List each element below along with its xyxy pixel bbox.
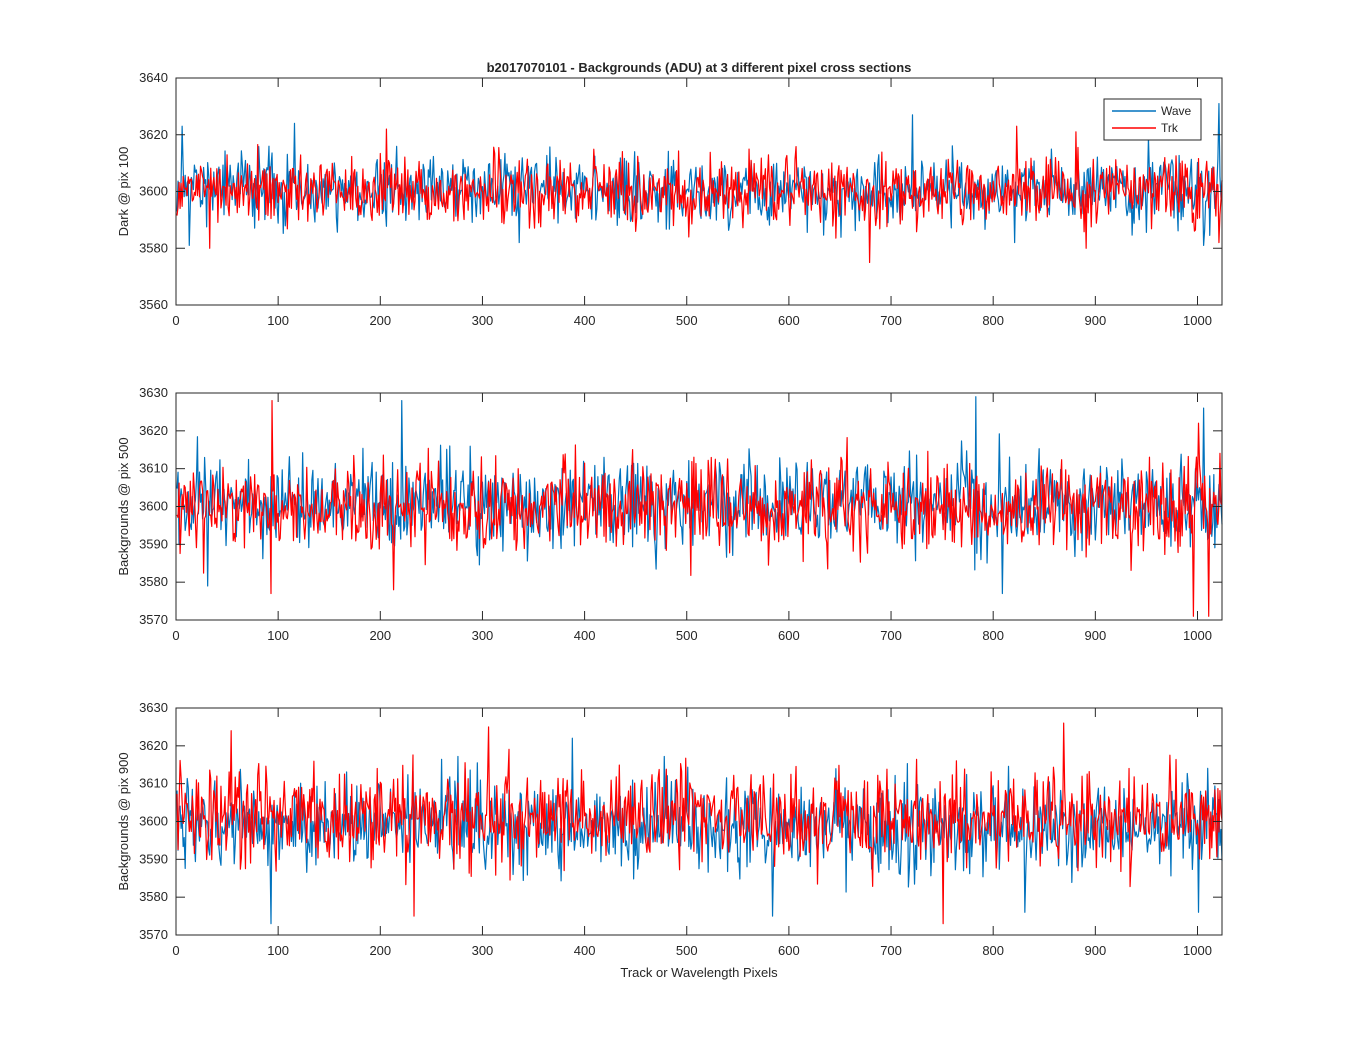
y-tick-label: 3570 [139,612,168,627]
x-tick-label: 100 [267,943,289,958]
x-tick-label: 500 [676,943,698,958]
x-tick-label: 1000 [1183,943,1212,958]
legend: Wave Trk [1103,98,1202,141]
y-axis-label: Backgrounds @ pix 900 [116,752,131,890]
x-tick-label: 900 [1084,628,1106,643]
y-tick-label: 3630 [139,385,168,400]
x-tick-label: 700 [880,943,902,958]
x-tick-label: 800 [982,313,1004,328]
y-tick-label: 3580 [139,574,168,589]
x-tick-label: 300 [472,943,494,958]
x-tick-label: 400 [574,313,596,328]
y-tick-label: 3560 [139,297,168,312]
x-tick-label: 800 [982,943,1004,958]
legend-label-wave: Wave [1161,104,1192,118]
chart-title: b2017070101 - Backgrounds (ADU) at 3 dif… [487,60,912,75]
series-line-wave [176,396,1223,595]
legend-label-trk: Trk [1161,121,1179,135]
y-tick-label: 3570 [139,927,168,942]
x-tick-label: 700 [880,628,902,643]
x-tick-label: 200 [369,943,391,958]
x-tick-label: 500 [676,628,698,643]
x-tick-label: 400 [574,943,596,958]
y-tick-label: 3610 [139,461,168,476]
x-tick-label: 500 [676,313,698,328]
x-tick-label: 600 [778,313,800,328]
y-tick-label: 3600 [139,499,168,514]
x-tick-label: 0 [172,313,179,328]
series-line-trk [176,125,1223,264]
series-line-trk [176,399,1223,617]
x-tick-label: 0 [172,628,179,643]
x-tick-label: 1000 [1183,313,1212,328]
x-tick-label: 600 [778,943,800,958]
x-tick-label: 100 [267,313,289,328]
y-tick-label: 3630 [139,700,168,715]
y-tick-label: 3590 [139,851,168,866]
y-tick-label: 3580 [139,889,168,904]
series-line-trk [176,722,1223,925]
y-tick-label: 3590 [139,536,168,551]
chart-panel-2: 0 100 200 300 400 500 600 700 800 900 1000 3570 3580… [116,385,1223,643]
y-tick-label: 3600 [139,814,168,829]
x-tick-label: 600 [778,628,800,643]
chart-panel-3: 0 100 200 300 400 500 600 700 800 900 1000 3570 3580… [116,700,1223,980]
x-tick-label: 900 [1084,943,1106,958]
chart-panel-1: 0 100 200 300 400 500 600 700 800 900 1000 3560 3580… [116,60,1223,328]
x-axis-label: Track or Wavelength Pixels [620,965,778,980]
y-axis-label: Backgrounds @ pix 500 [116,437,131,575]
x-tick-label: 800 [982,628,1004,643]
x-tick-label: 200 [369,313,391,328]
y-tick-label: 3600 [139,184,168,199]
y-tick-label: 3640 [139,70,168,85]
y-tick-label: 3580 [139,240,168,255]
legend-box [1103,98,1202,141]
x-tick-label: 300 [472,313,494,328]
y-axis-label: Dark @ pix 100 [116,147,131,237]
x-tick-label: 0 [172,943,179,958]
y-tick-label: 3620 [139,423,168,438]
x-tick-label: 700 [880,313,902,328]
x-tick-label: 100 [267,628,289,643]
x-tick-label: 400 [574,628,596,643]
y-tick-label: 3620 [139,127,168,142]
x-tick-label: 1000 [1183,628,1212,643]
y-tick-label: 3610 [139,776,168,791]
x-tick-label: 900 [1084,313,1106,328]
y-tick-label: 3620 [139,738,168,753]
x-tick-label: 200 [369,628,391,643]
x-tick-label: 300 [472,628,494,643]
